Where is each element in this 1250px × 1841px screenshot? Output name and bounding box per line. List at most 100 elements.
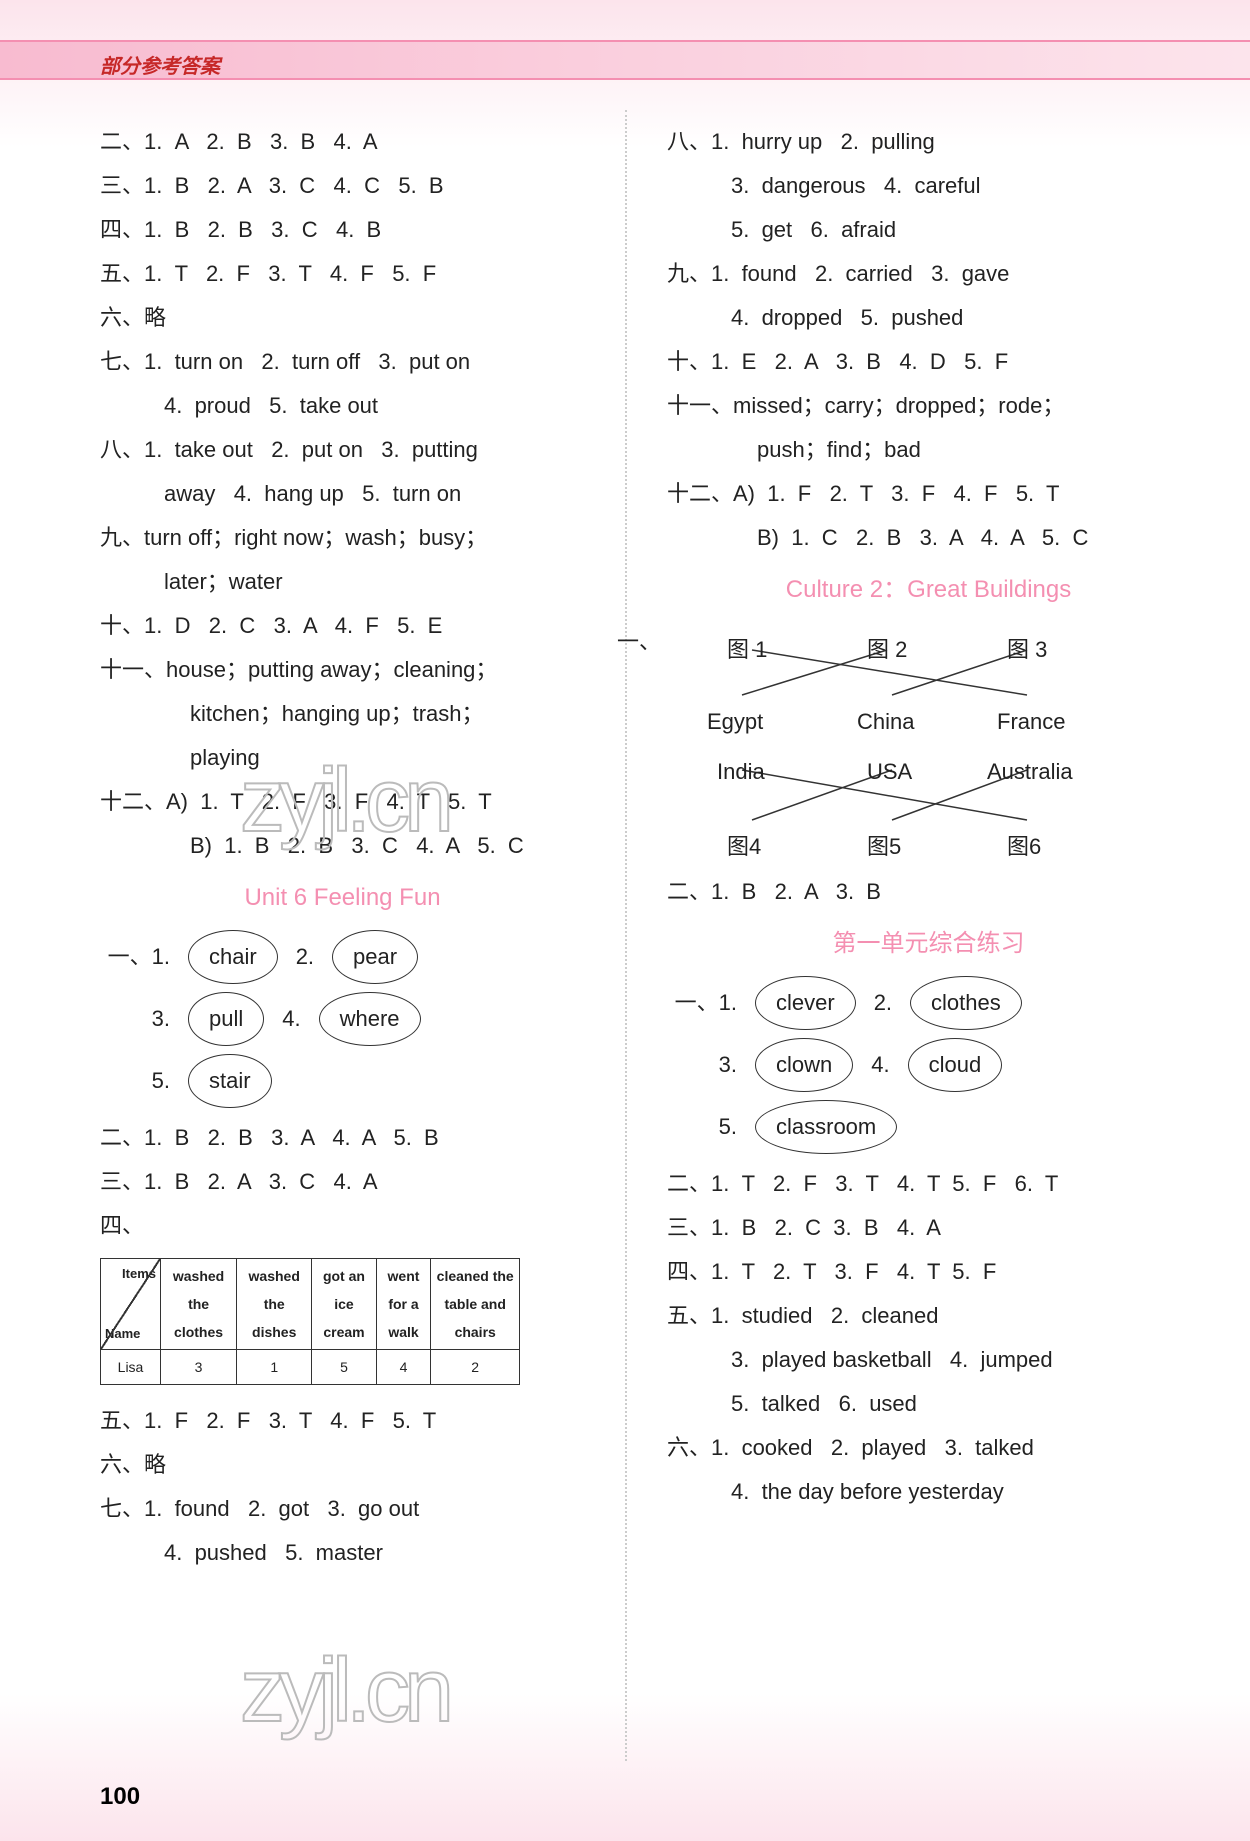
page-number: 100 [100, 1783, 140, 1811]
header-label: 部分参考答案 [100, 50, 220, 79]
match-label: 图6 [1007, 825, 1041, 869]
match-label: Australia [987, 750, 1073, 794]
table-cell: 3 [161, 1350, 237, 1385]
q-num: 5. [100, 1059, 170, 1103]
match-label: 图 1 [727, 628, 767, 672]
ans-line: 二、1. B 2. B 3. A 4. A 5. B [100, 1116, 585, 1160]
ans-line: later；water [100, 560, 585, 604]
oval-row: 3. pull 4. where [100, 992, 585, 1046]
ans-line: 七、1. found 2. got 3. go out [100, 1487, 585, 1531]
match-label: France [997, 700, 1065, 744]
ans-line: 二、1. A 2. B 3. B 4. A [100, 120, 585, 164]
oval-answer: stair [188, 1054, 272, 1108]
ans-line: push；find；bad [667, 428, 1190, 472]
table-cell: 5 [312, 1350, 376, 1385]
match-label: 图 3 [1007, 628, 1047, 672]
table-header: washed the dishes [237, 1259, 312, 1350]
match-label: 图5 [867, 825, 901, 869]
ans-line: 七、1. turn on 2. turn off 3. put on [100, 340, 585, 384]
oval-answer: pull [188, 992, 264, 1046]
oval-row: 5. stair [100, 1054, 585, 1108]
ans-line: 三、1. B 2. C 3. B 4. A [667, 1206, 1190, 1250]
ans-line: 十、1. E 2. A 3. B 4. D 5. F [667, 340, 1190, 384]
q-num: 一、 [617, 620, 661, 664]
ans-line: 4. pushed 5. master [100, 1531, 585, 1575]
ans-line: 十一、missed；carry；dropped；rode； [667, 384, 1190, 428]
ans-line: kitchen；hanging up；trash； [100, 692, 585, 736]
ans-line: 四、1. B 2. B 3. C 4. B [100, 208, 585, 252]
ans-line: away 4. hang up 5. turn on [100, 472, 585, 516]
ans-line: 五、1. F 2. F 3. T 4. F 5. T [100, 1399, 585, 1443]
oval-answer: clown [755, 1038, 853, 1092]
match-label: India [717, 750, 765, 794]
ans-line: 十、1. D 2. C 3. A 4. F 5. E [100, 604, 585, 648]
q-num: 3. [100, 997, 170, 1041]
table-rowname: Lisa [101, 1350, 161, 1385]
q-num: 一、1. [667, 981, 737, 1025]
oval-answer: clothes [910, 976, 1022, 1030]
table-header: went for a walk [376, 1259, 431, 1350]
q-num: 3. [667, 1043, 737, 1087]
match-label: 图 2 [867, 628, 907, 672]
ans-line: 5. get 6. afraid [667, 208, 1190, 252]
q-num: 4. [871, 1043, 889, 1087]
oval-answer: clever [755, 976, 856, 1030]
left-column: 二、1. A 2. B 3. B 4. A 三、1. B 2. A 3. C 4… [0, 110, 625, 1761]
matching-diagram: 一、 图 1图 2图 3EgyptChinaFranceIndiaUSAAust… [667, 620, 1107, 860]
ans-line: 二、1. T 2. F 3. T 4. T 5. F 6. T [667, 1162, 1190, 1206]
q-num: 4. [282, 997, 300, 1041]
q-num: 2. [874, 981, 892, 1025]
unit1-title: 第一单元综合练习 [667, 920, 1190, 968]
ans-line: 四、 [100, 1204, 585, 1248]
ans-line: 4. the day before yesterday [667, 1470, 1190, 1514]
unit6-title: Unit 6 Feeling Fun [100, 874, 585, 922]
match-label: China [857, 700, 914, 744]
oval-row: 3. clown 4. cloud [667, 1038, 1190, 1092]
oval-answer: pear [332, 930, 418, 984]
ans-line: 十二、A) 1. T 2. F 3. F 4. T 5. T [100, 780, 585, 824]
ans-line: 二、1. B 2. A 3. B [667, 870, 1190, 914]
ans-line: 六、略 [100, 1443, 585, 1487]
oval-answer: cloud [908, 1038, 1003, 1092]
ans-line: 六、略 [100, 296, 585, 340]
ans-line: 三、1. B 2. A 3. C 4. A [100, 1160, 585, 1204]
corner-bot: Name [105, 1321, 140, 1347]
q-num: 5. [667, 1105, 737, 1149]
ans-line: 4. proud 5. take out [100, 384, 585, 428]
lisa-table: Items Name washed the clothes washed the… [100, 1258, 520, 1385]
ans-line: B) 1. B 2. B 3. C 4. A 5. C [100, 824, 585, 868]
ans-line: 5. talked 6. used [667, 1382, 1190, 1426]
ans-line: 3. dangerous 4. careful [667, 164, 1190, 208]
ans-line: B) 1. C 2. B 3. A 4. A 5. C [667, 516, 1190, 560]
ans-line: 六、1. cooked 2. played 3. talked [667, 1426, 1190, 1470]
culture2-title: Culture 2：Great Buildings [667, 566, 1190, 614]
ans-line: 九、turn off；right now；wash；busy； [100, 516, 585, 560]
oval-answer: chair [188, 930, 278, 984]
q-num: 一、1. [100, 935, 170, 979]
table-cell: 2 [431, 1350, 520, 1385]
table-header: cleaned the table and chairs [431, 1259, 520, 1350]
right-column: 八、1. hurry up 2. pulling 3. dangerous 4.… [625, 110, 1250, 1761]
match-label: 图4 [727, 825, 761, 869]
q-num: 2. [296, 935, 314, 979]
ans-line: 五、1. T 2. F 3. T 4. F 5. F [100, 252, 585, 296]
ans-line: 十二、A) 1. F 2. T 3. F 4. F 5. T [667, 472, 1190, 516]
ans-line: 八、1. take out 2. put on 3. putting [100, 428, 585, 472]
corner-top: Items [122, 1261, 156, 1287]
ans-line: 3. played basketball 4. jumped [667, 1338, 1190, 1382]
ans-line: 4. dropped 5. pushed [667, 296, 1190, 340]
oval-row: 一、1. chair 2. pear [100, 930, 585, 984]
ans-line: 九、1. found 2. carried 3. gave [667, 252, 1190, 296]
ans-line: 八、1. hurry up 2. pulling [667, 120, 1190, 164]
match-label: Egypt [707, 700, 763, 744]
oval-answer: classroom [755, 1100, 897, 1154]
ans-line: playing [100, 736, 585, 780]
table-header: washed the clothes [161, 1259, 237, 1350]
oval-row: 5. classroom [667, 1100, 1190, 1154]
oval-answer: where [319, 992, 421, 1046]
table-cell: 1 [237, 1350, 312, 1385]
table-header: got an ice cream [312, 1259, 376, 1350]
page-body: 二、1. A 2. B 3. B 4. A 三、1. B 2. A 3. C 4… [0, 110, 1250, 1761]
table-cell: 4 [376, 1350, 431, 1385]
ans-line: 三、1. B 2. A 3. C 4. C 5. B [100, 164, 585, 208]
